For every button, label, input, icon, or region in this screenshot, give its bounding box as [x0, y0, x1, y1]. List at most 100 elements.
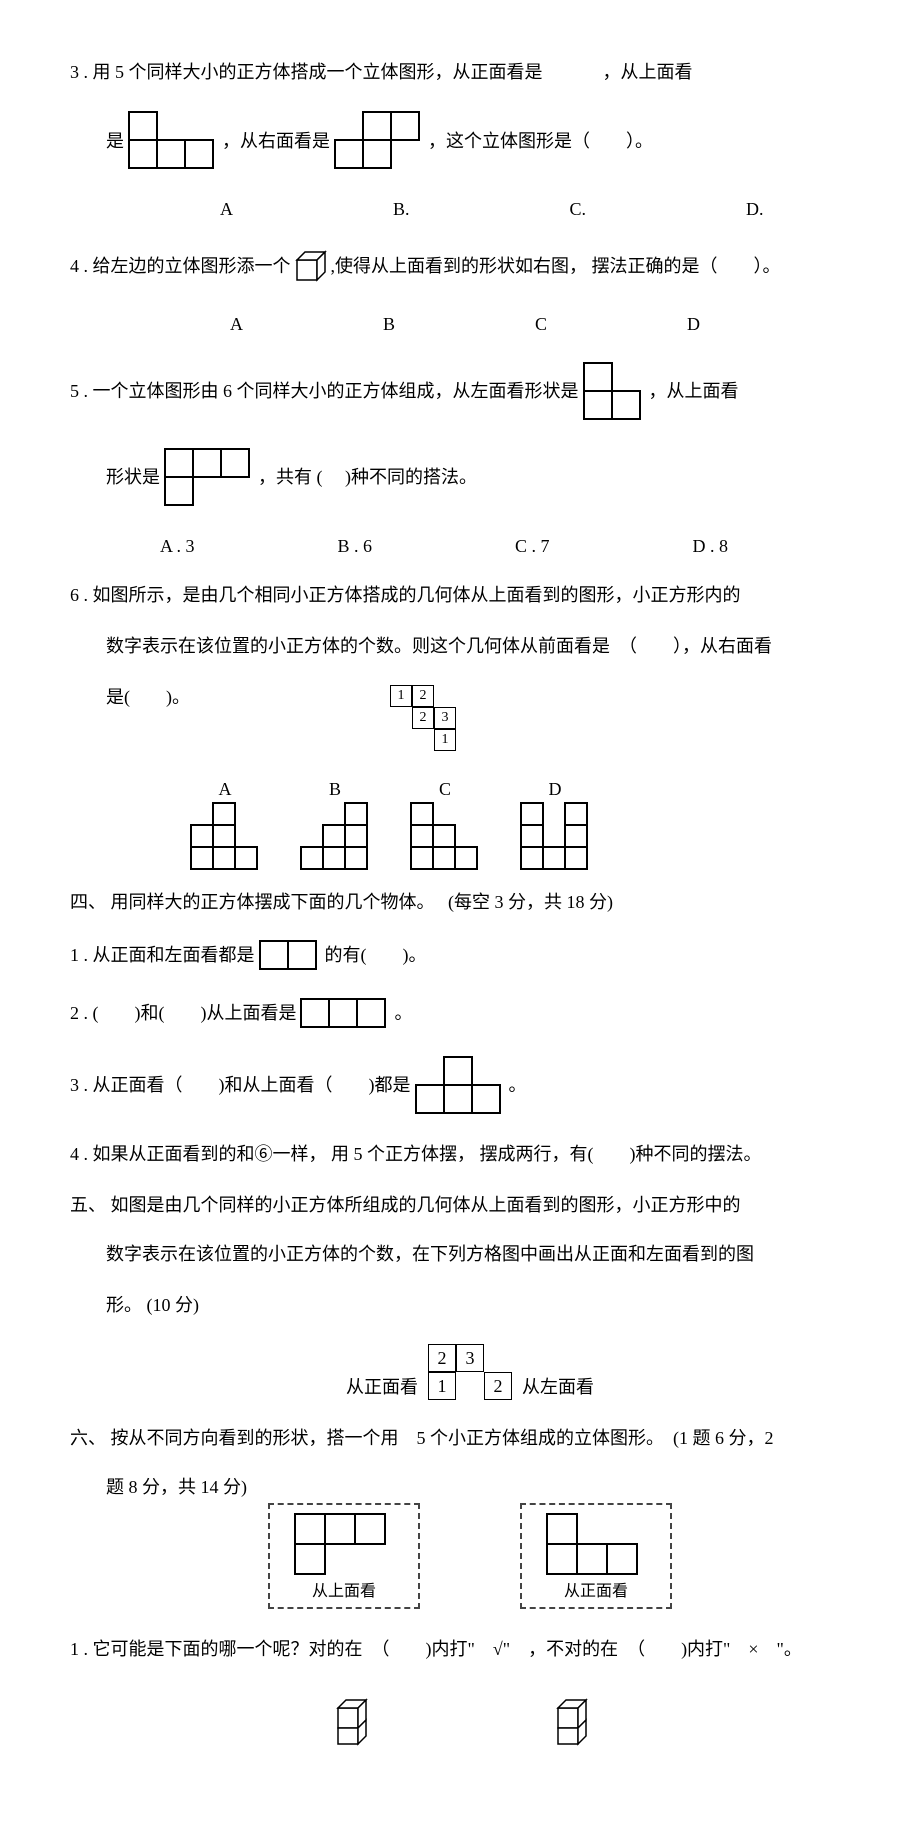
- q6-numgrid: 12 23 1: [390, 685, 456, 751]
- q6-opt-d: D: [520, 777, 590, 872]
- q6-opt-a-label: A: [219, 777, 232, 802]
- sec6-front-box: 从正面看: [520, 1503, 672, 1609]
- g5-1-2: 3: [456, 1344, 484, 1372]
- q3-l2-post: ，这个立体图形是（ ）。: [428, 129, 653, 154]
- cube-stack-1: [330, 1688, 390, 1748]
- q6-line3: 是( )。 12 23 1: [70, 685, 870, 751]
- q3-options: A B. C. D.: [70, 197, 870, 222]
- q5-left-shape: [583, 362, 645, 422]
- cube-stack-2: [550, 1688, 610, 1748]
- q6-opt-b: B: [300, 777, 370, 872]
- sec5-front-label: 从正面看: [346, 1375, 418, 1400]
- q6-opt-c-label: C: [439, 777, 451, 802]
- sec4-q2-post: 。: [394, 1001, 412, 1026]
- q6-opt-b-label: B: [329, 777, 341, 802]
- q4-options: A B C D: [70, 312, 870, 337]
- cell-1-1: 1: [390, 685, 412, 707]
- cell-1-2: 2: [412, 685, 434, 707]
- sec6-q1-cubes: [70, 1688, 870, 1748]
- sec6-top-label: 从上面看: [312, 1581, 376, 1603]
- q5-line2: 形状是 ，共有 ( )种不同的搭法。: [70, 448, 870, 508]
- q3-l2-mid: ，从右面看是: [222, 129, 330, 154]
- q3-right-shape: [334, 111, 424, 171]
- sec6-title-text: 六、 按从不同方向看到的形状，搭一个用 5 个小正方体组成的立体图形。 (1 题…: [70, 1426, 774, 1451]
- sec4-q4-text: 4 . 如果从正面看到的和⑥一样， 用 5 个正方体摆， 摆成两行，有( )种不…: [70, 1142, 762, 1167]
- sec5-l3: 形。 (10 分): [106, 1293, 199, 1318]
- q5-opt-a: A . 3: [160, 534, 338, 559]
- q4-line: 4 . 给左边的立体图形添一个 ,使得从上面看到的形状如右图， 摆法正确的是（ …: [70, 246, 870, 286]
- sec4-q3-post: 。: [509, 1073, 527, 1098]
- q6-line2: 数字表示在该位置的小正方体的个数。则这个几何体从前面看是 （ ），从右面看: [70, 634, 870, 659]
- q4-mid: ,使得从上面看到的形状如右图， 摆法正确的是（ ）。: [331, 254, 781, 279]
- q3-line2: 是 ，从右面看是 ，这个立体图形是（ ）。: [70, 111, 870, 171]
- cell-2-2: 2: [412, 707, 434, 729]
- sec4-q3: 3 . 从正面看（ )和从上面看（ )都是 。: [70, 1056, 870, 1116]
- sec5-line2: 数字表示在该位置的小正方体的个数，在下列方格图中画出从正面和左面看到的图: [70, 1242, 870, 1267]
- q3-l2-pre: 是: [106, 129, 124, 154]
- sec4-q3-pre: 3 . 从正面看（ )和从上面看（ )都是: [70, 1073, 411, 1098]
- sec5-title-text: 五、 如图是由几个同样的小正方体所组成的几何体从上面看到的图形，小正方形中的: [70, 1193, 741, 1218]
- q3-top-shape: [128, 111, 218, 171]
- q3-opt-b: B.: [393, 197, 410, 222]
- sec4-q3-shape: [415, 1056, 505, 1116]
- q3-line1: 3 . 用 5 个同样大小的正方体搭成一个立体图形，从正面看是 ，从上面看: [70, 60, 870, 85]
- q3-opt-d: D.: [746, 197, 764, 222]
- q6-opt-c: C: [410, 777, 480, 872]
- sec6-title2-text: 题 8 分，共 14 分): [106, 1475, 247, 1500]
- sec4-title-text: 四、 用同样大的正方体摆成下面的几个物体。 (每空 3 分，共 18 分): [70, 890, 613, 915]
- sec4-title: 四、 用同样大的正方体摆成下面的几个物体。 (每空 3 分，共 18 分): [70, 890, 870, 915]
- sec5-line3: 形。 (10 分): [70, 1293, 870, 1318]
- q5-opt-d: D . 8: [693, 534, 871, 559]
- q6-l3-pre: 是( )。: [106, 685, 190, 710]
- sec5-numgrid: 23 12: [428, 1344, 512, 1400]
- q6-line1: 6 . 如图所示，是由几个相同小正方体搭成的几何体从上面看到的图形，小正方形内的: [70, 583, 870, 608]
- q5-opt-b: B . 6: [338, 534, 516, 559]
- q4-opt-a: A: [230, 312, 243, 337]
- q3-l1-post: ，从上面看: [603, 60, 693, 85]
- q4-opt-d: D: [687, 312, 700, 337]
- sec6-title: 六、 按从不同方向看到的形状，搭一个用 5 个小正方体组成的立体图形。 (1 题…: [70, 1426, 870, 1451]
- g5-2-3: 2: [484, 1372, 512, 1400]
- sec6-q1: 1 . 它可能是下面的哪一个呢？对的在 （ )内打" √" ，不对的在 （ )内…: [70, 1637, 870, 1662]
- cube-icon: [291, 246, 331, 286]
- q3-l1-pre: 3 . 用 5 个同样大小的正方体搭成一个立体图形，从正面看是: [70, 60, 543, 85]
- sec6-views: 从上面看 从正面看: [70, 1503, 870, 1609]
- g5-2-1: 1: [428, 1372, 456, 1400]
- sec4-q2: 2 . ( )和( )从上面看是 。: [70, 998, 870, 1030]
- q4-pre: 4 . 给左边的立体图形添一个: [70, 254, 291, 279]
- q5-line1: 5 . 一个立体图形由 6 个同样大小的正方体组成，从左面看形状是 ，从上面看: [70, 362, 870, 422]
- cell-2-3: 3: [434, 707, 456, 729]
- sec5-left-label: 从左面看: [522, 1375, 594, 1400]
- q5-l1-post: ，从上面看: [649, 379, 739, 404]
- q6-l1: 6 . 如图所示，是由几个相同小正方体搭成的几何体从上面看到的图形，小正方形内的: [70, 583, 741, 608]
- q5-options: A . 3 B . 6 C . 7 D . 8: [70, 534, 870, 559]
- q4-opt-b: B: [383, 312, 395, 337]
- cell-3-3: 1: [434, 729, 456, 751]
- q5-l2-post: ，共有 ( )种不同的搭法。: [258, 465, 477, 490]
- q5-l2-pre: 形状是: [106, 465, 160, 490]
- sec4-q1: 1 . 从正面和左面看都是 的有( )。: [70, 940, 870, 972]
- sec6-top-box: 从上面看: [268, 1503, 420, 1609]
- sec4-q2-pre: 2 . ( )和( )从上面看是: [70, 1001, 296, 1026]
- q3-opt-a: A: [220, 197, 233, 222]
- q4-opt-c: C: [535, 312, 547, 337]
- sec4-q4: 4 . 如果从正面看到的和⑥一样， 用 5 个正方体摆， 摆成两行，有( )种不…: [70, 1142, 870, 1167]
- sec5-l2: 数字表示在该位置的小正方体的个数，在下列方格图中画出从正面和左面看到的图: [106, 1242, 754, 1267]
- sec4-q1-post: 的有( )。: [325, 943, 427, 968]
- sec4-q1-shape: [259, 940, 321, 972]
- sec5-title: 五、 如图是由几个同样的小正方体所组成的几何体从上面看到的图形，小正方形中的: [70, 1193, 870, 1218]
- q5-l1-pre: 5 . 一个立体图形由 6 个同样大小的正方体组成，从左面看形状是: [70, 379, 579, 404]
- sec4-q2-shape: [300, 998, 390, 1030]
- sec6-title2: 题 8 分，共 14 分): [70, 1475, 870, 1500]
- q5-opt-c: C . 7: [515, 534, 693, 559]
- q3-opt-c: C.: [570, 197, 587, 222]
- q6-opt-d-label: D: [549, 777, 562, 802]
- sec5-views: 从正面看 23 12 从左面看: [70, 1344, 870, 1400]
- q6-opt-a: A: [190, 777, 260, 872]
- q6-options: A B C D: [190, 777, 870, 872]
- q6-l2: 数字表示在该位置的小正方体的个数。则这个几何体从前面看是 （ ），从右面看: [106, 634, 772, 659]
- g5-1-1: 2: [428, 1344, 456, 1372]
- sec6-front-label: 从正面看: [564, 1581, 628, 1603]
- sec4-q1-pre: 1 . 从正面和左面看都是: [70, 943, 255, 968]
- q5-top-shape: [164, 448, 254, 508]
